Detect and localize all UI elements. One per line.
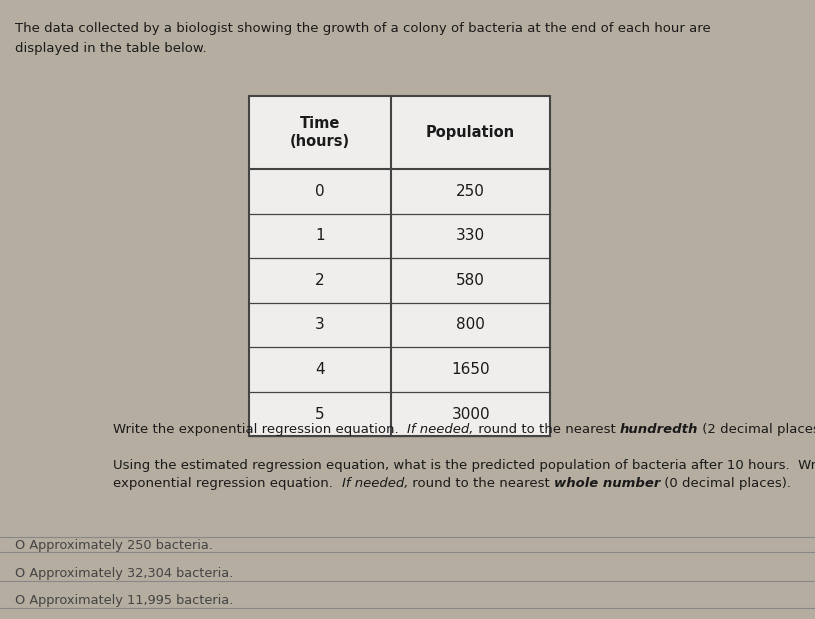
Text: 1: 1	[315, 228, 324, 243]
Text: If needed,: If needed,	[341, 477, 408, 490]
Text: round to the nearest: round to the nearest	[474, 423, 620, 436]
FancyBboxPatch shape	[249, 96, 550, 436]
Text: Time
(hours): Time (hours)	[290, 116, 350, 149]
Text: O Approximately 11,995 bacteria.: O Approximately 11,995 bacteria.	[15, 594, 233, 607]
Text: 5: 5	[315, 407, 324, 422]
Text: hundredth: hundredth	[620, 423, 698, 436]
Text: 2: 2	[315, 273, 324, 288]
Text: The data collected by a biologist showing the growth of a colony of bacteria at : The data collected by a biologist showin…	[15, 22, 711, 35]
Text: (2 decimal places).: (2 decimal places).	[698, 423, 815, 436]
Text: displayed in the table below.: displayed in the table below.	[15, 42, 206, 55]
Text: Using the estimated regression equation, what is the predicted population of bac: Using the estimated regression equation,…	[113, 459, 815, 472]
Text: Population: Population	[426, 125, 515, 140]
Text: 250: 250	[456, 184, 485, 199]
Text: 330: 330	[456, 228, 485, 243]
Text: 3000: 3000	[452, 407, 490, 422]
Text: round to the nearest: round to the nearest	[408, 477, 554, 490]
Text: O Approximately 32,304 bacteria.: O Approximately 32,304 bacteria.	[15, 567, 233, 580]
Text: If needed,: If needed,	[408, 423, 474, 436]
Text: 1650: 1650	[452, 362, 490, 377]
Text: 4: 4	[315, 362, 324, 377]
Text: whole number: whole number	[554, 477, 660, 490]
Text: (0 decimal places).: (0 decimal places).	[660, 477, 791, 490]
Text: 3: 3	[315, 318, 324, 332]
Text: O Approximately 250 bacteria.: O Approximately 250 bacteria.	[15, 539, 213, 552]
Text: 580: 580	[456, 273, 485, 288]
Text: exponential regression equation.: exponential regression equation.	[113, 477, 341, 490]
Text: 0: 0	[315, 184, 324, 199]
Text: Write the exponential regression equation.: Write the exponential regression equatio…	[113, 423, 408, 436]
Text: 800: 800	[456, 318, 485, 332]
